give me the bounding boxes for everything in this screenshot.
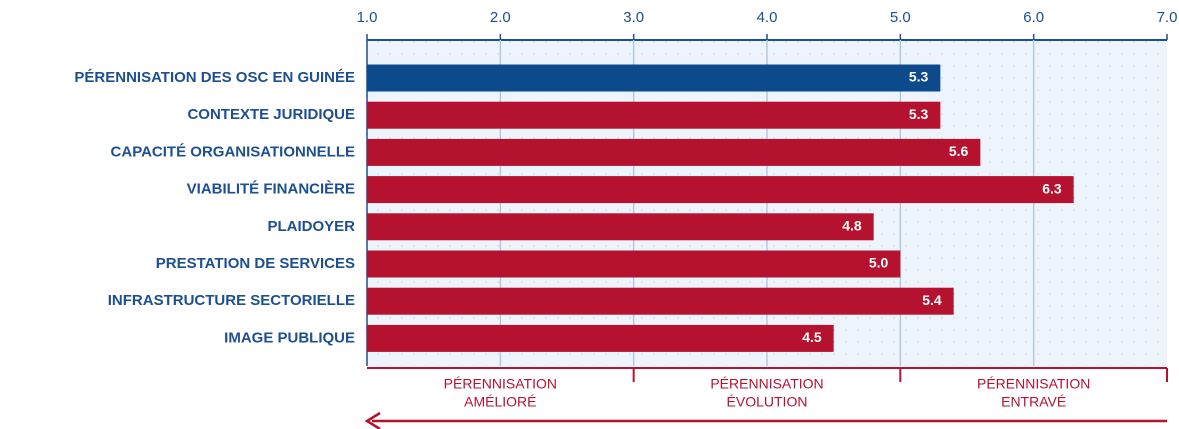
zone-label: PÉRENNISATION [710,376,823,392]
x-tick-label: 2.0 [490,9,511,26]
category-label: PLAIDOYER [267,218,355,235]
bar [367,324,834,352]
bar [367,138,981,166]
value-label: 5.3 [909,106,929,122]
bar [367,250,901,278]
zone-label: AMÉLIORÉ [464,394,536,410]
x-tick-label: 5.0 [890,9,911,26]
value-label: 5.0 [869,255,889,271]
category-label: CONTEXTE JURIDIQUE [187,106,355,123]
bar [367,176,1074,204]
category-label: PÉRENNISATION DES OSC EN GUINÉE [74,69,355,86]
x-tick-label: 3.0 [623,9,644,26]
value-label: 4.8 [842,218,862,234]
x-tick-label: 6.0 [1023,9,1044,26]
value-label: 5.6 [949,143,969,159]
value-label: 4.5 [802,329,822,345]
category-label: INFRASTRUCTURE SECTORIELLE [108,292,355,309]
zone-label: PÉRENNISATION [444,376,557,392]
bar [367,64,941,92]
zone-label: ENTRAVÉ [1001,394,1066,410]
arrow-head [364,411,381,429]
x-tick-label: 1.0 [357,9,378,26]
value-label: 5.4 [922,292,942,308]
category-label: IMAGE PUBLIQUE [224,329,355,346]
bar [367,101,941,129]
x-tick-label: 7.0 [1157,9,1178,26]
x-tick-label: 4.0 [757,9,778,26]
bar [367,213,874,241]
value-label: 5.3 [909,69,929,85]
bar [367,287,954,315]
category-label: CAPACITÉ ORGANISATIONNELLE [111,143,355,160]
zone-label: ÉVOLUTION [727,394,808,410]
category-label: VIABILITÉ FINANCIÈRE [187,181,355,198]
zone-label: PÉRENNISATION [977,376,1090,392]
category-label: PRESTATION DE SERVICES [156,255,355,272]
value-label: 6.3 [1042,180,1062,196]
